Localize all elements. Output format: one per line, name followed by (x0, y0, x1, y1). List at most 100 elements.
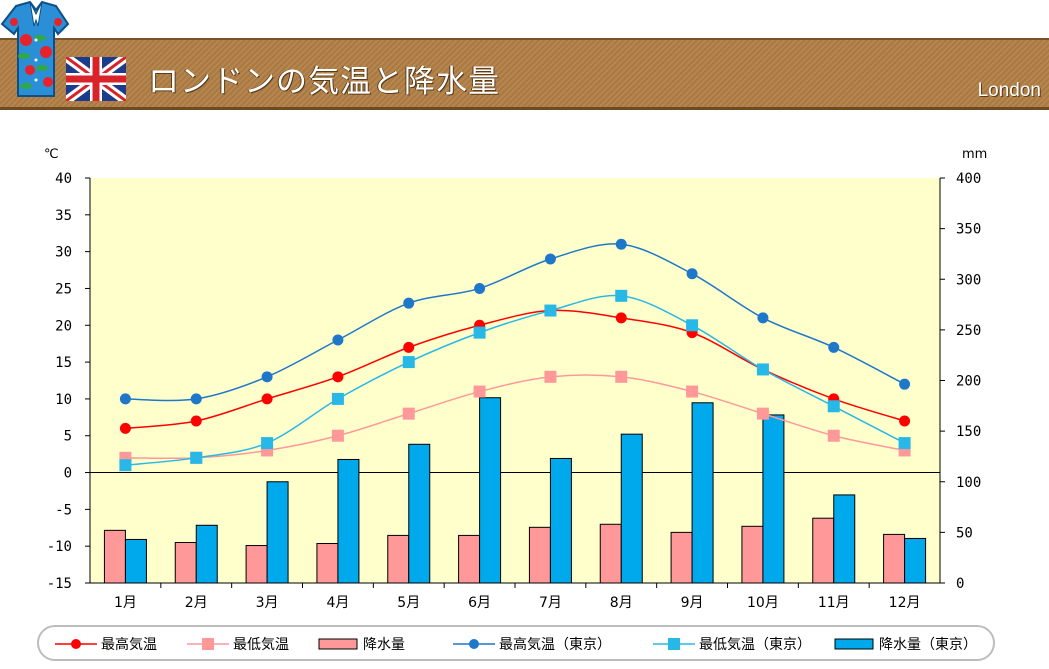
right-tick-label: 250 (956, 323, 981, 339)
rain-bar (528, 526, 551, 584)
legend-bar-icon (318, 638, 358, 650)
data-point (544, 253, 556, 265)
legend-london-rain: 降水量 (315, 634, 405, 654)
data-point (119, 459, 132, 472)
x-tick-label: 4月 (326, 595, 349, 611)
x-tick-label: 1月 (114, 595, 137, 611)
legend-london-max: 最高気温 (53, 634, 157, 654)
x-tick-label: 7月 (539, 595, 562, 611)
rain-bar (620, 433, 643, 584)
data-point (686, 319, 699, 332)
legend-label: 降水量（東京） (879, 637, 977, 653)
data-point (473, 385, 486, 398)
data-point (756, 363, 769, 376)
right-tick-label: 200 (956, 374, 981, 390)
left-tick-label: -5 (55, 502, 72, 518)
x-tick-label: 9月 (681, 595, 704, 611)
climate-chart: 4035302520151050-5-10-154003503002502001… (44, 147, 987, 611)
legend-label: 最高気温（東京） (499, 637, 611, 653)
data-point (899, 415, 911, 427)
page-title: ロンドンの気温と降水量 (148, 64, 500, 100)
data-point (402, 356, 415, 369)
left-tick-label: 5 (64, 429, 72, 445)
data-point (828, 341, 840, 353)
data-point (190, 415, 202, 427)
uk-flag-icon (66, 57, 126, 101)
legend-line-square-icon (187, 638, 229, 650)
left-tick-label: 0 (64, 466, 72, 482)
data-point (190, 393, 202, 405)
legend-tokyo-min: 最低気温（東京） (651, 634, 811, 654)
x-tick-label: 3月 (256, 595, 279, 611)
rain-bar (812, 517, 835, 584)
x-tick-label: 8月 (610, 595, 633, 611)
rain-bar (833, 494, 856, 584)
series-line (125, 243, 905, 402)
chart-legend: 最高気温 最低気温 降水量 最高気温（東京） 最低気温（東京） 降水量（東京） (37, 625, 995, 661)
rain-bar (691, 402, 714, 584)
data-point (544, 370, 557, 383)
data-point (190, 451, 203, 464)
rain-bar (458, 534, 481, 584)
data-point (474, 282, 486, 294)
rain-bar (337, 458, 360, 584)
data-point (261, 437, 274, 450)
left-tick-label: 35 (55, 208, 72, 224)
data-point (544, 304, 557, 317)
series-line (125, 374, 905, 460)
data-point (615, 289, 628, 302)
rain-bar (670, 531, 693, 584)
data-point (899, 378, 911, 390)
data-point (332, 334, 344, 346)
rain-bar (408, 443, 431, 584)
plot-area (90, 178, 940, 583)
city-subtitle: London (977, 80, 1041, 101)
rain-bar (266, 481, 289, 584)
data-point (756, 407, 769, 420)
legend-line-square-icon (653, 638, 695, 650)
data-point (615, 238, 627, 250)
rain-bar (124, 538, 147, 584)
right-tick-label: 100 (956, 475, 981, 491)
data-point (119, 422, 131, 434)
data-point (615, 312, 627, 324)
data-point (686, 385, 699, 398)
rain-bar (599, 523, 622, 584)
legend-london-min: 最低気温 (185, 634, 289, 654)
data-point (827, 400, 840, 413)
legend-tokyo-rain: 降水量（東京） (831, 634, 977, 654)
data-point (332, 371, 344, 383)
legend-line-circle-icon (55, 639, 97, 649)
rain-bar (762, 414, 785, 584)
data-point (757, 312, 769, 324)
rain-bar (883, 533, 906, 584)
left-axis-unit: ℃ (44, 147, 59, 162)
rain-bar (479, 397, 502, 584)
data-point (331, 392, 344, 405)
legend-tokyo-max: 最高気温（東京） (451, 634, 611, 654)
aloha-shirt-icon (0, 0, 70, 97)
legend-label: 最高気温 (101, 637, 157, 653)
data-point (403, 341, 415, 353)
x-tick-label: 2月 (185, 595, 208, 611)
legend-label: 最低気温（東京） (699, 637, 811, 653)
title-banner (0, 38, 1049, 110)
data-point (331, 429, 344, 442)
rain-bar (904, 537, 927, 584)
right-tick-label: 300 (956, 272, 981, 288)
right-tick-label: 50 (956, 525, 973, 541)
right-tick-label: 0 (956, 576, 964, 592)
data-point (686, 268, 698, 280)
legend-label: 最低気温 (233, 637, 289, 653)
data-point (261, 371, 273, 383)
rain-bar (195, 524, 218, 584)
rain-bar (103, 529, 126, 584)
rain-bar (549, 457, 572, 584)
data-point (403, 297, 415, 309)
left-tick-label: 40 (55, 171, 72, 187)
left-tick-label: 20 (55, 318, 72, 334)
data-point (261, 393, 273, 405)
rain-bar (387, 534, 410, 584)
legend-label: 降水量 (363, 637, 405, 653)
data-point (473, 326, 486, 339)
